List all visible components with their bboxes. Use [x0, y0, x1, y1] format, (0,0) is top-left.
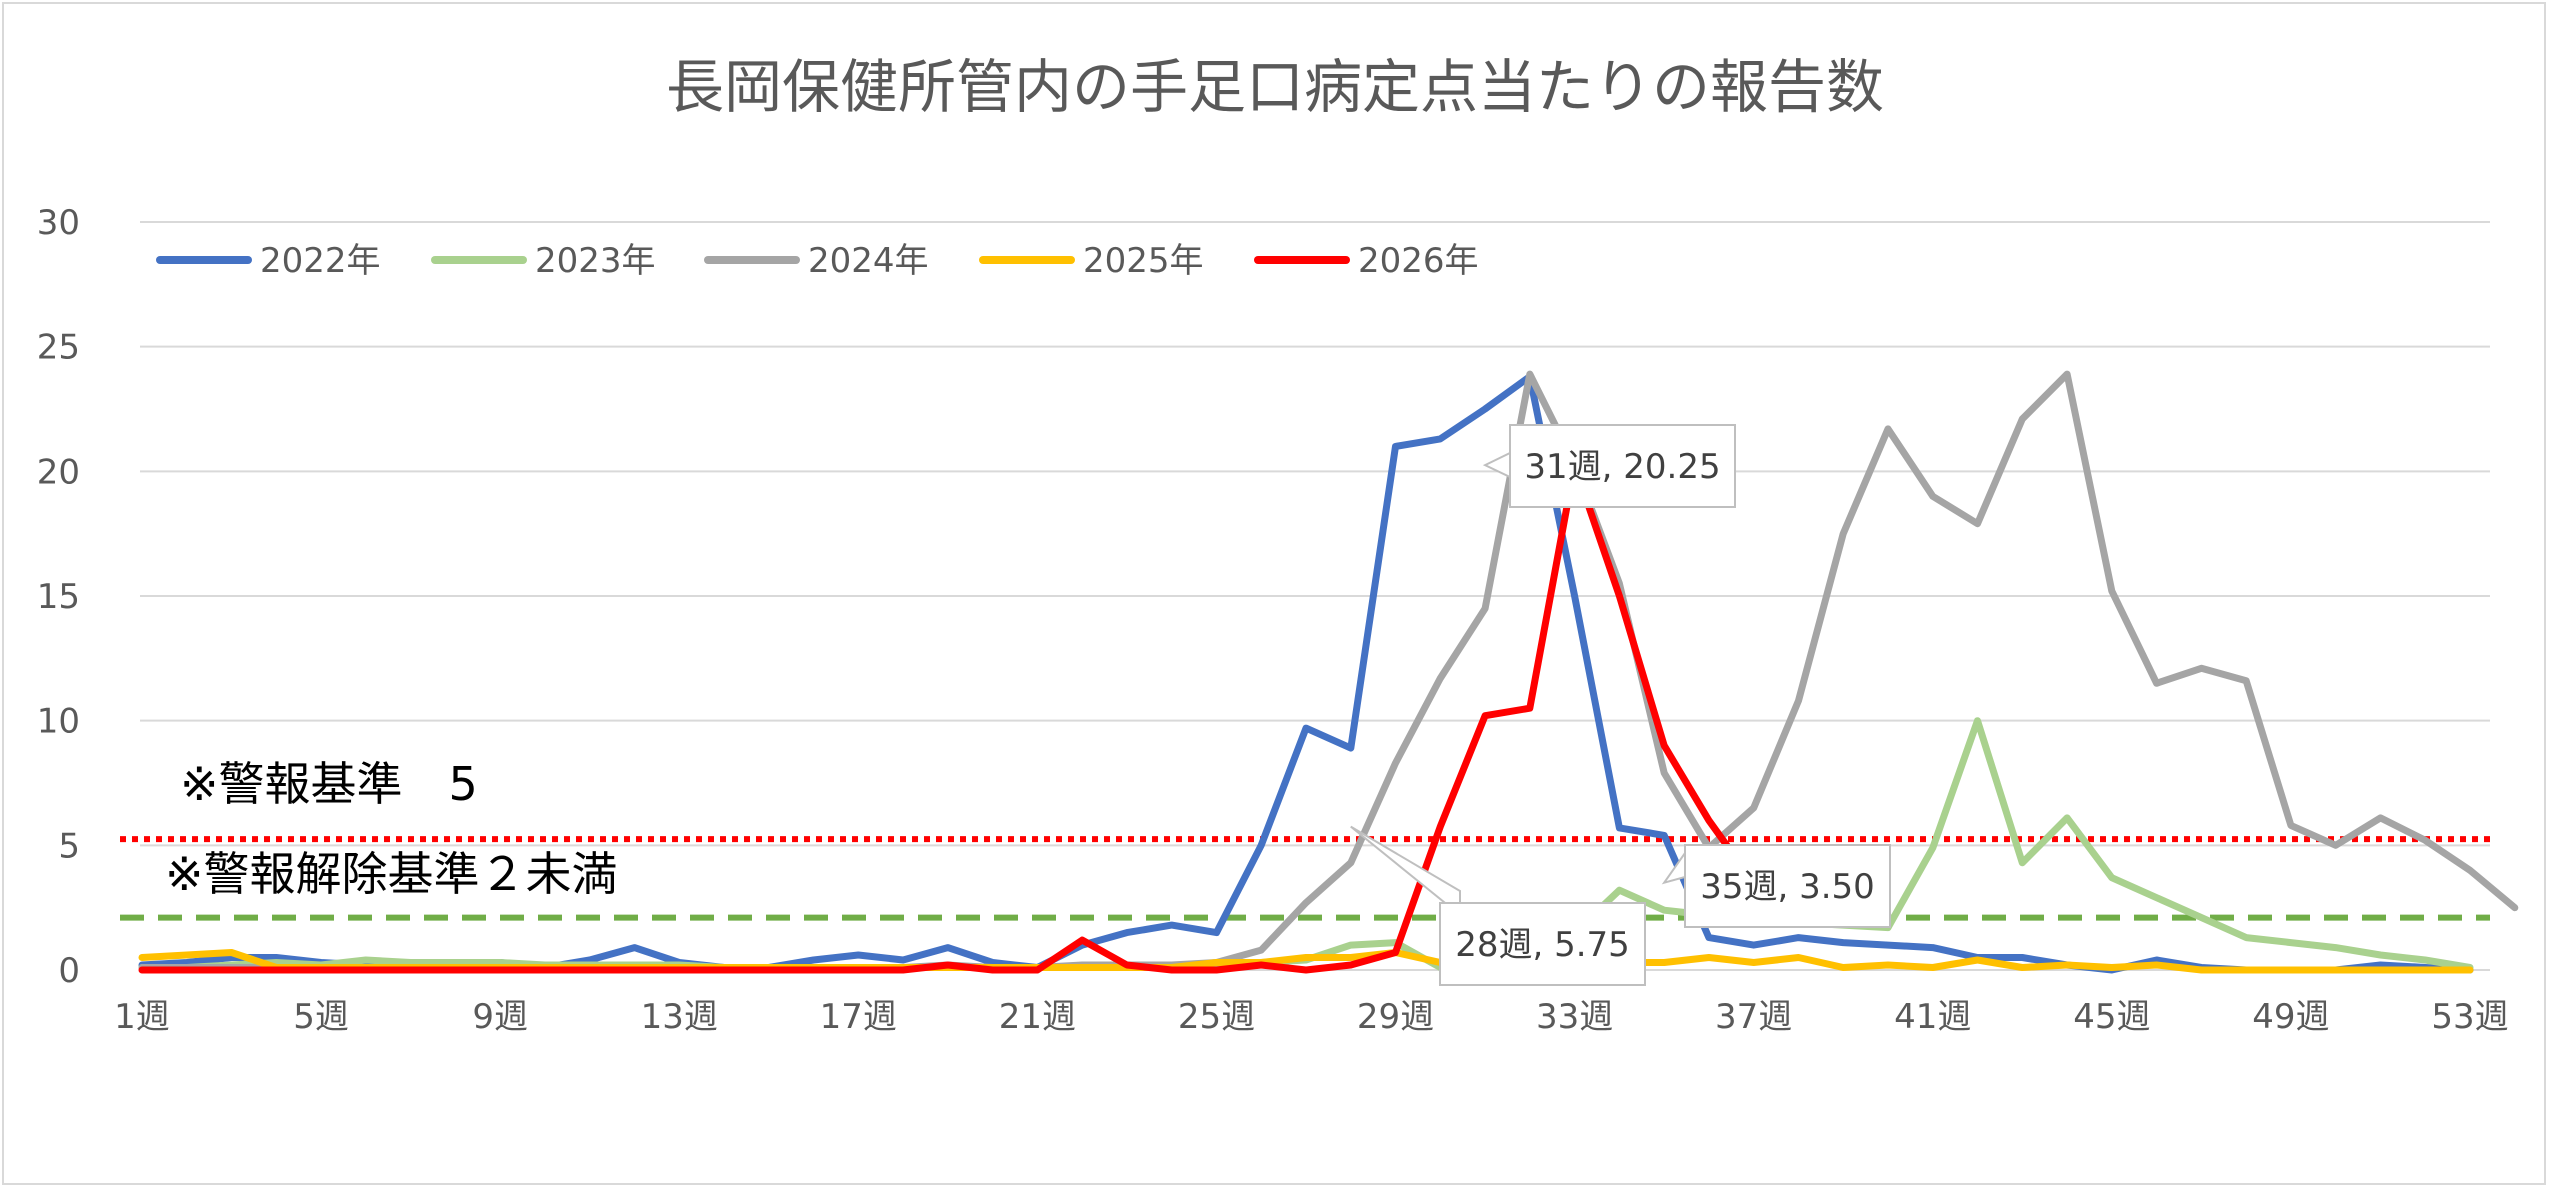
callout-label: 28週, 5.75 — [1455, 925, 1630, 965]
chart-title: 長岡保健所管内の手足口病定点当たりの報告数 — [666, 53, 1884, 121]
y-tick-label: 10 — [37, 702, 80, 742]
y-axis: 0 5 10 15 20 25 30 — [37, 203, 80, 991]
legend-item-2022年: 2022年 — [156, 241, 381, 281]
callout-box — [1684, 844, 1891, 928]
callout-label: 35週, 3.50 — [1700, 867, 1875, 907]
x-tick-label: 29週 — [1357, 997, 1434, 1037]
callout-box — [1509, 424, 1736, 508]
y-tick-label: 15 — [37, 577, 80, 617]
legend-label: 2024年 — [808, 241, 929, 281]
y-tick-label: 20 — [37, 452, 80, 492]
legend-item-2024年: 2024年 — [704, 241, 929, 281]
reference-lines: ※警報基準 5 ※警報解除基準２未満 — [120, 757, 2490, 921]
reference-label-警報基準: ※警報基準 5 — [180, 757, 478, 811]
legend-label: 2023年 — [535, 241, 656, 281]
series-line-2026年 — [138, 461, 1758, 974]
callout: 28週, 5.75 — [1350, 825, 1646, 986]
x-tick-label: 9週 — [472, 997, 528, 1037]
x-tick-label: 45週 — [2073, 997, 2150, 1037]
data-callouts: 31週, 20.25 28週, 5.75 35週, 3.50 — [1350, 424, 1891, 986]
reference-label-警報解除基準: ※警報解除基準２未満 — [165, 847, 618, 901]
y-tick-label: 5 — [58, 826, 80, 866]
x-tick-label: 49週 — [2252, 997, 2329, 1037]
x-tick-label: 37週 — [1715, 997, 1792, 1037]
y-tick-label: 30 — [37, 203, 80, 243]
y-tick-label: 0 — [58, 951, 80, 991]
y-tick-label: 25 — [37, 328, 80, 368]
legend-item-2025年: 2025年 — [979, 241, 1204, 281]
series-lines — [138, 370, 2519, 974]
callout: 31週, 20.25 — [1482, 424, 1736, 508]
x-tick-label: 25週 — [1178, 997, 1255, 1037]
callout-box — [1439, 902, 1646, 986]
x-tick-label: 13週 — [641, 997, 718, 1037]
legend: 2022年 2023年 2024年 2025年 2026年 — [156, 241, 1479, 281]
legend-label: 2022年 — [260, 241, 381, 281]
series-line-2023年 — [138, 717, 2474, 971]
x-axis: 1週 5週 9週 13週 17週 21週 25週 29週 33週 37週 41週 45週 49週 53週 — [114, 997, 2508, 1037]
callout: 35週, 3.50 — [1661, 844, 1891, 928]
x-tick-label: 33週 — [1536, 997, 1613, 1037]
legend-label: 2025年 — [1083, 241, 1204, 281]
callout-pointer — [1482, 451, 1511, 479]
legend-item-2023年: 2023年 — [431, 241, 656, 281]
x-tick-label: 21週 — [999, 997, 1076, 1037]
x-tick-label: 1週 — [114, 997, 170, 1037]
legend-item-2026年: 2026年 — [1254, 241, 1479, 281]
x-tick-label: 53週 — [2431, 997, 2508, 1037]
callout-label: 31週, 20.25 — [1524, 447, 1720, 487]
x-tick-label: 17週 — [820, 997, 897, 1037]
legend-label: 2026年 — [1358, 241, 1479, 281]
x-tick-label: 41週 — [1894, 997, 1971, 1037]
x-tick-label: 5週 — [293, 997, 349, 1037]
